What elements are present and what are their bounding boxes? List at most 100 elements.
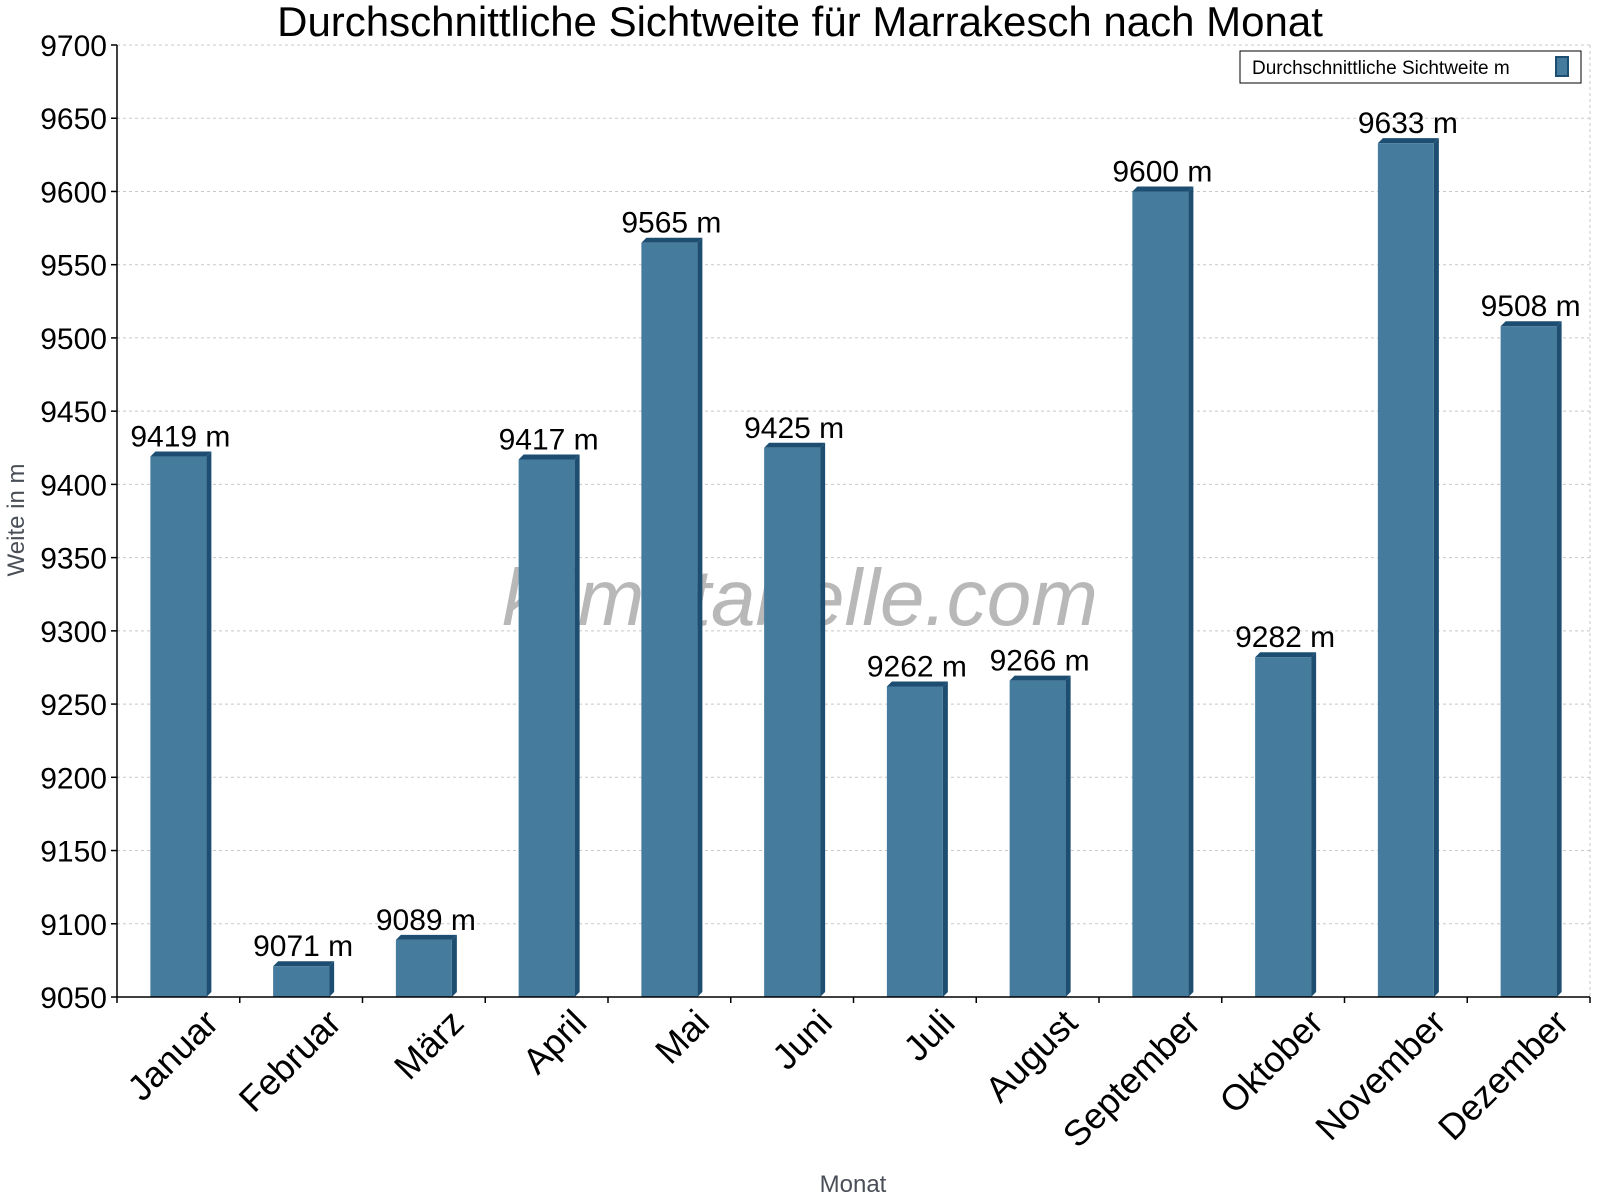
legend-box [1239, 50, 1582, 84]
bar-front [1500, 326, 1557, 997]
y-tick-label: 9500 [40, 323, 107, 356]
bar-side [820, 442, 826, 997]
x-tick-label: März [386, 1002, 472, 1088]
bar-side [206, 451, 212, 998]
data-label: 9565 m [621, 207, 721, 240]
data-label: 9266 m [990, 645, 1090, 678]
y-tick-label: 9150 [40, 836, 107, 869]
x-tick-label: August [977, 1002, 1085, 1110]
bar-side [451, 934, 457, 997]
bar-side [1556, 321, 1562, 997]
bar-side [329, 961, 335, 997]
bar-side [574, 454, 580, 997]
bar-top [764, 442, 826, 448]
bar-front [886, 686, 943, 997]
data-label: 9419 m [130, 421, 230, 454]
y-tick-label: 9650 [40, 103, 107, 136]
y-tick-label: 9250 [40, 689, 107, 722]
y-tick-label: 9200 [40, 762, 107, 795]
bar-side [1188, 186, 1194, 997]
bar-front [1009, 680, 1066, 997]
chart-title: Durchschnittliche Sichtweite für Marrake… [277, 0, 1323, 45]
legend-swatch [1555, 56, 1569, 77]
data-label: 9425 m [744, 412, 844, 445]
bar-side [1311, 652, 1317, 997]
y-tick-label: 9350 [40, 543, 107, 576]
y-tick-label: 9100 [40, 909, 107, 942]
x-tick-label: Oktober [1211, 1002, 1331, 1122]
bar-front [1377, 143, 1434, 998]
y-tick-label: 9600 [40, 176, 107, 209]
data-label: 9071 m [253, 930, 353, 963]
bar-top [886, 681, 948, 687]
data-label: 9282 m [1235, 621, 1335, 654]
bar-februar [273, 961, 335, 997]
bar-top [273, 961, 335, 967]
bar-top [1255, 652, 1317, 658]
bar-front [518, 459, 575, 997]
bar-januar [150, 451, 212, 998]
x-tick-label: Januar [119, 1002, 226, 1109]
x-tick-label: Mai [647, 1002, 717, 1072]
bar-top [1132, 186, 1194, 192]
y-axis-label: Weite in m [3, 464, 30, 577]
legend-label: Durchschnittliche Sichtweite m [1252, 58, 1510, 79]
bar-mai [641, 237, 703, 997]
bar-april [518, 454, 580, 997]
data-label: 9089 m [376, 904, 476, 937]
bar-top [1377, 138, 1439, 144]
bar-top [518, 454, 580, 460]
bars [150, 138, 1562, 998]
x-tick-label: April [514, 1002, 594, 1082]
data-label: 9508 m [1481, 290, 1581, 323]
bar-märz [395, 934, 457, 997]
x-axis-label: Monat [820, 1171, 887, 1198]
bar-side [1433, 138, 1439, 998]
bar-front [1132, 191, 1189, 997]
grid-lines [117, 44, 1591, 997]
bar-top [641, 237, 703, 243]
data-label: 9262 m [867, 651, 967, 684]
bar-side [942, 681, 948, 997]
y-tick-label: 9550 [40, 250, 107, 283]
bar-front [641, 242, 698, 997]
bar-oktober [1255, 652, 1317, 997]
bar-side [697, 237, 703, 997]
legend: Durchschnittliche Sichtweite m [1239, 50, 1582, 84]
x-tick-label: Juli [895, 1002, 962, 1069]
data-label: 9600 m [1112, 155, 1212, 188]
bar-juli [886, 681, 948, 997]
data-label: 9633 m [1358, 107, 1458, 140]
x-tick-label: November [1307, 1002, 1453, 1148]
x-tick-labels: Januar Februar März April Mai Juni Juli AugustS… [119, 1002, 1576, 1156]
data-label: 9417 m [499, 423, 599, 456]
x-tick-label: Dezember [1430, 1002, 1576, 1148]
bar-top [1500, 321, 1562, 327]
y-tick-label: 9400 [40, 469, 107, 502]
bar-front [764, 447, 821, 997]
y-tick-labels: 9050 9100 9150 9200 9250 9300 9350 9400 9450 9500… [40, 30, 107, 1015]
y-tick-label: 9450 [40, 396, 107, 429]
bar-front [395, 939, 452, 997]
axes [111, 44, 1591, 1003]
bar-front [273, 966, 330, 997]
bar-september [1132, 186, 1194, 997]
bar-juni [764, 442, 826, 997]
bar-front [150, 456, 207, 998]
y-tick-label: 9700 [40, 30, 107, 63]
bar-top [1009, 675, 1071, 681]
y-tick-label: 9300 [40, 616, 107, 649]
bar-side [1065, 675, 1071, 997]
bar-august [1009, 675, 1071, 997]
bar-top [150, 451, 212, 457]
bar-november [1377, 138, 1439, 998]
bar-top [395, 934, 457, 940]
bar-dezember [1500, 321, 1562, 997]
data-labels: 9419 m 9071 m 9089 m 9417 m 9565 m 9425 m 9262… [130, 107, 1580, 963]
x-tick-label: Februar [231, 1002, 349, 1120]
y-tick-label: 9050 [40, 982, 107, 1015]
bar-front [1255, 657, 1312, 997]
x-tick-label: Juni [764, 1002, 840, 1078]
